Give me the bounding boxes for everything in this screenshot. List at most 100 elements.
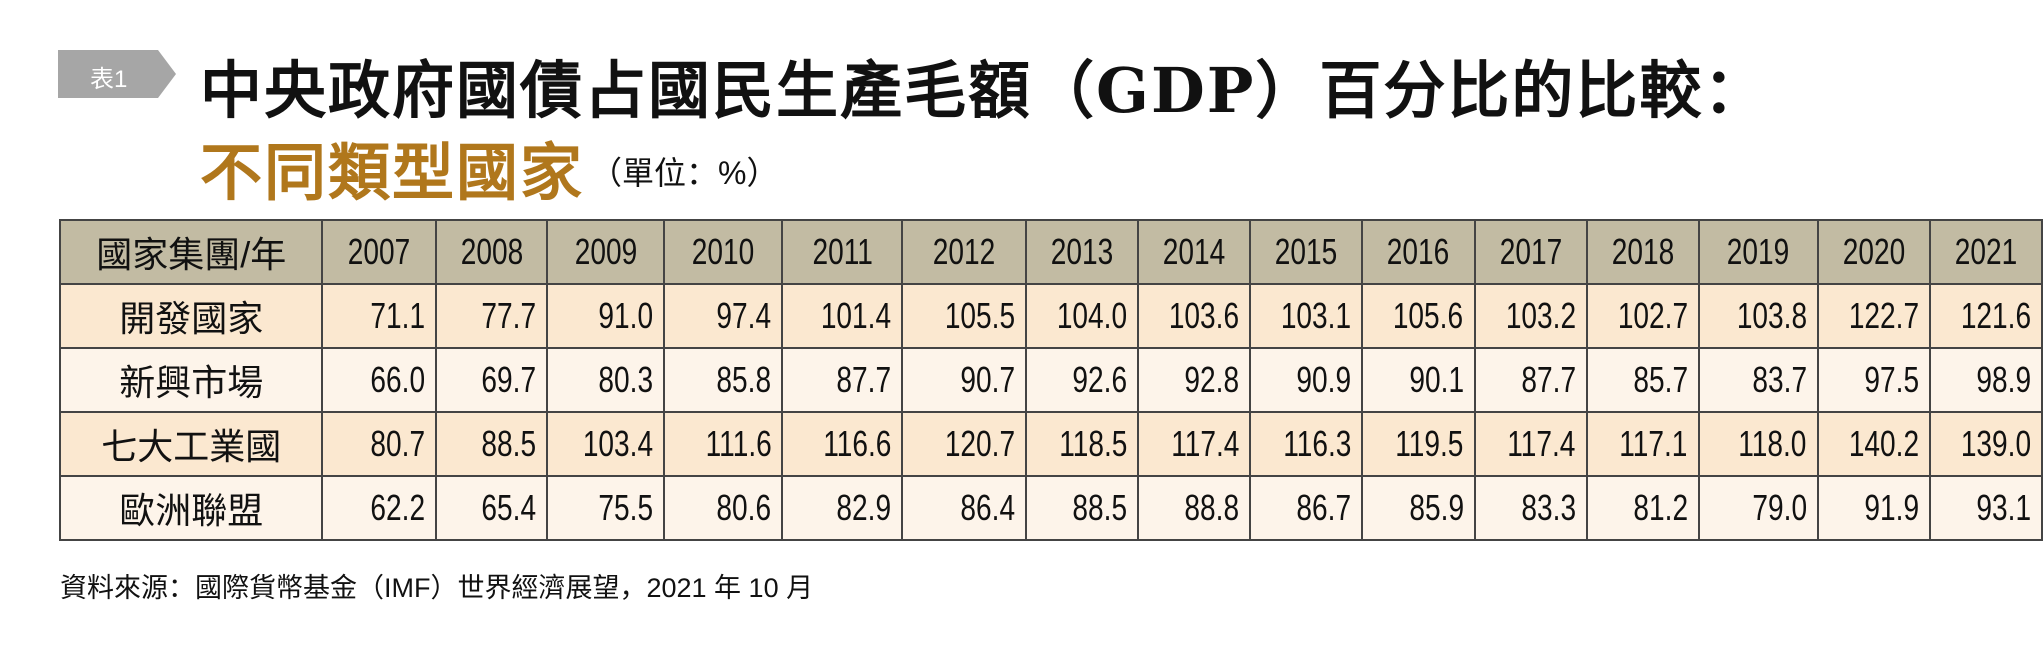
row-label: 新興市場	[58, 347, 324, 413]
year-header-text: 2008	[460, 231, 524, 272]
year-header-text: 2018	[1611, 231, 1674, 272]
year-header-text: 2007	[348, 231, 411, 272]
table-cell: 83.7	[1697, 347, 1819, 413]
table-cell: 111.6	[663, 411, 784, 477]
table-cell: 117.4	[1473, 411, 1588, 477]
cell-value: 83.3	[1521, 487, 1576, 528]
cell-value: 92.6	[1072, 359, 1128, 400]
table-cell: 118.0	[1697, 411, 1819, 477]
table-cell: 80.7	[321, 411, 438, 477]
row-label: 七大工業國	[58, 411, 324, 477]
year-header: 2014	[1137, 219, 1252, 285]
cell-value: 117.4	[1171, 423, 1240, 464]
table-cell: 88.8	[1137, 475, 1252, 541]
table-cell: 140.2	[1816, 411, 1931, 477]
cell-value: 71.1	[370, 295, 426, 336]
cell-value: 88.5	[481, 423, 537, 464]
cell-value: 116.3	[1283, 423, 1352, 464]
table-cell: 91.0	[546, 283, 666, 349]
table-cell: 116.3	[1249, 411, 1364, 477]
table-cell: 81.2	[1585, 475, 1700, 541]
table-cell: 122.7	[1816, 283, 1931, 349]
cell-value: 90.7	[960, 359, 1016, 400]
table-cell: 102.7	[1585, 283, 1700, 349]
cell-value: 103.8	[1736, 295, 1807, 336]
cell-value: 103.2	[1505, 295, 1576, 336]
cell-value: 102.7	[1617, 295, 1688, 336]
table-cell: 103.4	[546, 411, 666, 477]
cell-value: 80.7	[370, 423, 426, 464]
table-cell: 85.9	[1361, 475, 1476, 541]
cell-value: 66.0	[370, 359, 426, 400]
page-title: 中央政府國債占國民生產毛額（GDP）百分比的比較：	[200, 54, 1768, 127]
cell-value: 80.6	[716, 487, 772, 528]
table-cell: 79.0	[1697, 475, 1819, 541]
header-row: 國家集團/年 2007 2008 2009 2010 2011 2012 2013 2014 2…	[58, 219, 2043, 285]
table-cell: 103.2	[1473, 283, 1588, 349]
year-header: 2018	[1585, 219, 1700, 285]
table-cell: 66.0	[321, 347, 438, 413]
year-header: 2016	[1361, 219, 1476, 285]
cell-value: 91.0	[598, 295, 654, 336]
table-cell: 62.2	[321, 475, 438, 541]
tag-label: 表1	[90, 66, 128, 93]
year-header-text: 2021	[1954, 231, 2018, 272]
cell-value: 90.1	[1408, 359, 1464, 400]
year-header-text: 2010	[692, 231, 755, 272]
corner-header: 國家集團/年	[58, 219, 324, 285]
cell-value: 105.6	[1393, 295, 1464, 336]
table-cell: 139.0	[1928, 411, 2043, 477]
table-cell: 88.5	[435, 411, 549, 477]
table-cell: 65.4	[435, 475, 549, 541]
cell-value: 104.0	[1057, 295, 1128, 336]
year-header: 2007	[321, 219, 438, 285]
year-header: 2010	[663, 219, 784, 285]
unit-label: （單位：%）	[590, 155, 779, 191]
table-cell: 80.3	[546, 347, 666, 413]
table-cell: 105.6	[1361, 283, 1476, 349]
subtitle-line: 不同類型國家 （單位：%）	[200, 122, 778, 212]
table-cell: 85.8	[663, 347, 784, 413]
year-header-text: 2009	[574, 231, 638, 272]
table-cell: 103.8	[1697, 283, 1819, 349]
table-row: 歐洲聯盟 62.2 65.4 75.5 80.6 82.9 86.4 88.5 88.8 86.7…	[58, 475, 2043, 541]
table-cell: 87.7	[781, 347, 904, 413]
cell-value: 93.1	[1976, 487, 2031, 528]
cell-value: 103.1	[1281, 295, 1352, 336]
table-number-tag: 表1	[58, 50, 176, 98]
year-header-text: 2012	[932, 231, 996, 272]
table-row: 開發國家 71.1 77.7 91.0 97.4 101.4 105.5 104.0 103.6…	[58, 283, 2043, 349]
row-label: 開發國家	[58, 283, 324, 349]
cell-value: 86.4	[960, 487, 1016, 528]
cell-value: 116.6	[823, 423, 892, 464]
table-cell: 121.6	[1928, 283, 2043, 349]
cell-value: 82.9	[836, 487, 892, 528]
year-header-text: 2019	[1727, 231, 1790, 272]
cell-value: 118.0	[1738, 423, 1807, 464]
year-header-text: 2020	[1842, 231, 1906, 272]
cell-value: 92.8	[1184, 359, 1240, 400]
year-header: 2009	[546, 219, 666, 285]
row-label: 歐洲聯盟	[58, 475, 324, 541]
cell-value: 77.7	[481, 295, 537, 336]
table-cell: 117.4	[1137, 411, 1252, 477]
cell-value: 122.7	[1848, 295, 1919, 336]
year-header-text: 2013	[1051, 231, 1114, 272]
cell-value: 97.4	[716, 295, 772, 336]
tag-arrow-shape	[58, 50, 176, 98]
table-cell: 116.6	[781, 411, 904, 477]
subtitle: 不同類型國家	[200, 136, 585, 209]
table-cell: 101.4	[781, 283, 904, 349]
table-cell: 103.6	[1137, 283, 1252, 349]
table-cell: 83.3	[1473, 475, 1588, 541]
table-row: 新興市場 66.0 69.7 80.3 85.8 87.7 90.7 92.6 92.8 90.9…	[58, 347, 2043, 413]
cell-value: 98.9	[1976, 359, 2031, 400]
year-header: 2015	[1249, 219, 1364, 285]
year-header: 2008	[435, 219, 549, 285]
table-cell: 98.9	[1928, 347, 2043, 413]
cell-value: 85.8	[716, 359, 772, 400]
table-cell: 118.5	[1025, 411, 1140, 477]
table-cell: 90.1	[1361, 347, 1476, 413]
year-header: 2019	[1697, 219, 1819, 285]
cell-value: 83.7	[1752, 359, 1807, 400]
